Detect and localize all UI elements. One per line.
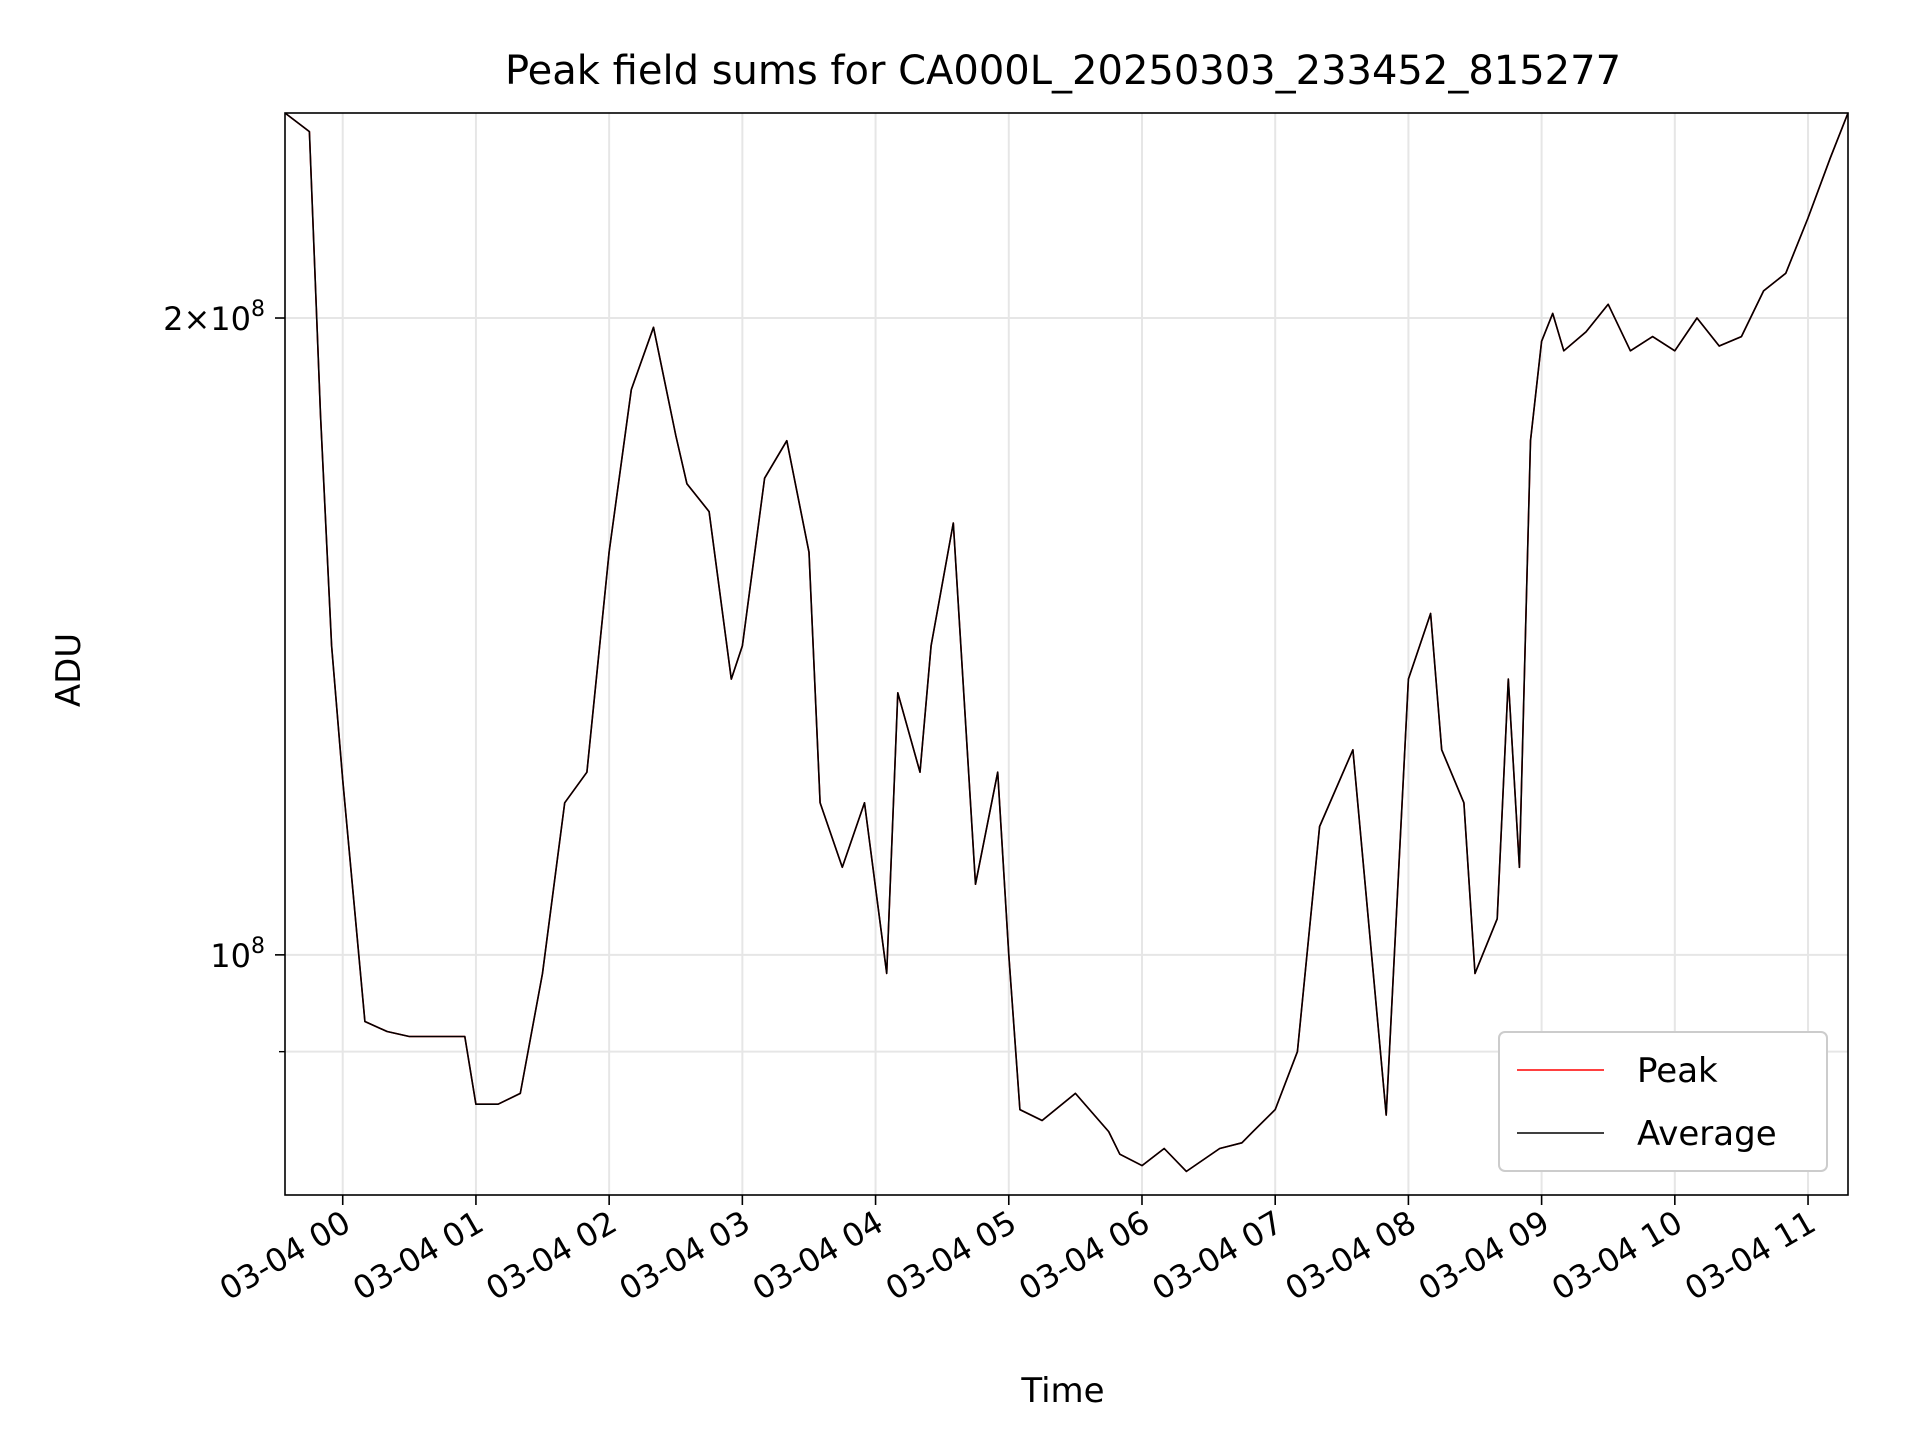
plot-area bbox=[284, 112, 1849, 1173]
series-line-average bbox=[284, 112, 1849, 1173]
legend: Peak Average bbox=[1498, 1031, 1828, 1172]
y-tick-label: 108 bbox=[210, 934, 265, 975]
chart-title: Peak field sums for CA000L_20250303_2334… bbox=[505, 48, 1621, 94]
legend-label-peak: Peak bbox=[1637, 1051, 1718, 1091]
x-axis-label: Time bbox=[1020, 1371, 1104, 1411]
legend-box bbox=[1498, 1031, 1828, 1172]
legend-label-average: Average bbox=[1637, 1114, 1777, 1154]
axes-frame bbox=[284, 112, 1849, 1196]
grid bbox=[285, 113, 1848, 1195]
y-axis-label: ADU bbox=[49, 633, 89, 707]
y-tick-label: 2×108 bbox=[163, 297, 265, 338]
y-axis: 108 2×108 bbox=[163, 297, 285, 1053]
